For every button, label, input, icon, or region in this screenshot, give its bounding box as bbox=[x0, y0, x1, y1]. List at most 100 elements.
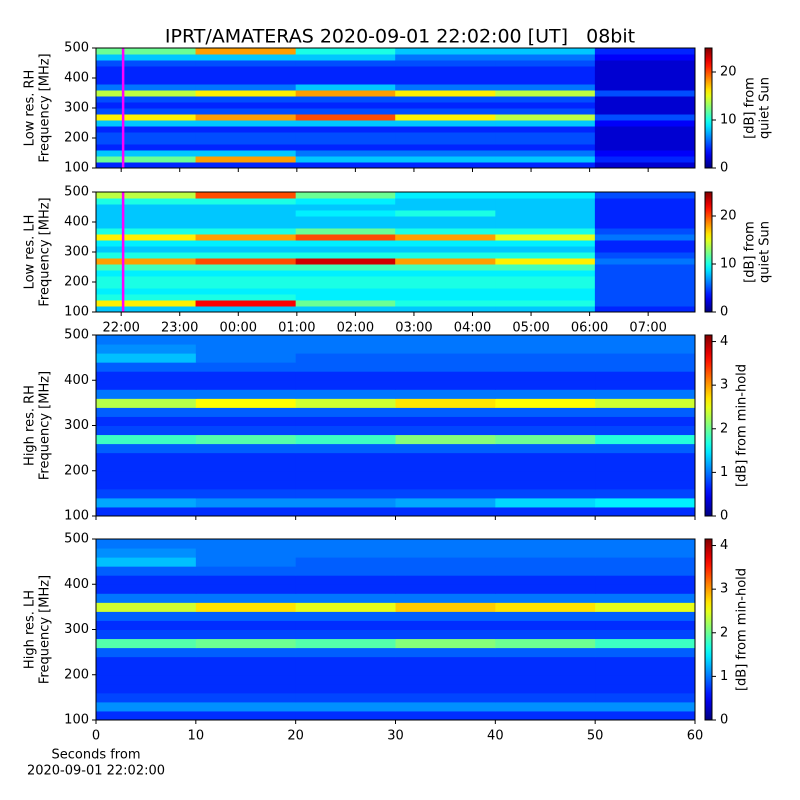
heatmap-cell bbox=[395, 584, 496, 594]
heatmap-cell bbox=[96, 108, 197, 115]
heatmap-cell bbox=[495, 282, 596, 289]
heatmap-cell bbox=[395, 246, 496, 253]
heatmap-cell bbox=[195, 48, 297, 55]
heatmap-cell bbox=[395, 282, 496, 289]
heatmap-cell bbox=[195, 306, 297, 313]
heatmap-cell bbox=[395, 611, 496, 621]
heatmap-cell bbox=[395, 228, 496, 235]
heatmap-cell bbox=[594, 264, 696, 271]
heatmap-cell bbox=[495, 222, 596, 229]
x-axis-label: Seconds from bbox=[51, 748, 140, 763]
heatmap-cell bbox=[495, 665, 596, 676]
heatmap-cell bbox=[395, 216, 496, 223]
heatmap-cell bbox=[195, 240, 297, 247]
heatmap-cell bbox=[96, 120, 197, 127]
heatmap-cell bbox=[594, 108, 696, 115]
x-tick-label: 04:00 bbox=[454, 321, 491, 336]
colorbar-label: [dB] from min-hold bbox=[735, 568, 750, 691]
heatmap-cell bbox=[195, 593, 297, 603]
heatmap-cell bbox=[495, 683, 596, 694]
heatmap-cell bbox=[495, 240, 596, 247]
heatmap-cell bbox=[395, 84, 496, 91]
heatmap-cell bbox=[495, 162, 596, 169]
y-axis-label: Frequency [MHz] bbox=[38, 197, 53, 306]
heatmap-cell bbox=[96, 264, 197, 271]
heatmap-cell bbox=[395, 593, 496, 603]
heatmap-cell bbox=[195, 497, 297, 508]
heatmap-cell bbox=[594, 198, 696, 205]
heatmap-cell bbox=[595, 461, 696, 472]
heatmap-cell bbox=[295, 204, 396, 211]
heatmap-cell bbox=[594, 282, 696, 289]
heatmap-cell bbox=[295, 362, 396, 372]
heatmap-cell bbox=[495, 156, 596, 163]
heatmap-cell bbox=[295, 150, 396, 157]
heatmap-cell bbox=[195, 584, 297, 594]
heatmap-cell bbox=[495, 344, 596, 354]
heatmap-cell bbox=[595, 593, 696, 603]
heatmap-cell bbox=[295, 252, 396, 259]
heatmap-cell bbox=[395, 204, 496, 211]
y-axis-label: Low res. RH bbox=[23, 70, 38, 147]
heatmap-cell bbox=[594, 162, 696, 169]
heatmap-cell bbox=[495, 593, 596, 603]
heatmap-cell bbox=[295, 138, 396, 145]
heatmap-cell bbox=[495, 470, 596, 481]
heatmap-cell bbox=[495, 557, 596, 567]
heatmap-cell bbox=[195, 114, 297, 121]
heatmap-cell bbox=[96, 276, 197, 283]
heatmap-cell bbox=[595, 425, 696, 436]
heatmap-cell bbox=[195, 210, 297, 217]
heatmap-cell bbox=[395, 252, 496, 259]
heatmap-cell bbox=[295, 156, 396, 163]
heatmap-cell bbox=[295, 656, 396, 667]
heatmap-cell bbox=[495, 479, 596, 490]
heatmap-cell bbox=[495, 228, 596, 235]
heatmap-cell bbox=[395, 150, 496, 157]
heatmap-cell bbox=[595, 539, 696, 549]
y-axis-label: Frequency [MHz] bbox=[38, 575, 53, 684]
heatmap-cell bbox=[595, 434, 696, 445]
colorbar-tick-label: 2 bbox=[720, 421, 728, 436]
heatmap-cell bbox=[495, 602, 596, 612]
heatmap-cell bbox=[595, 683, 696, 694]
heatmap-cell bbox=[96, 362, 197, 372]
heatmap-cell bbox=[96, 425, 197, 436]
heatmap-cell bbox=[595, 584, 696, 594]
heatmap-cell bbox=[96, 701, 197, 712]
heatmap-cell bbox=[96, 656, 197, 667]
heatmap-cell bbox=[96, 539, 197, 549]
heatmap-cell bbox=[495, 84, 596, 91]
heatmap-cell bbox=[195, 144, 297, 151]
heatmap-cell bbox=[96, 692, 197, 703]
heatmap-cell bbox=[395, 674, 496, 685]
heatmap-cell bbox=[96, 434, 197, 445]
heatmap-cell bbox=[595, 407, 696, 417]
heatmap-cell bbox=[594, 246, 696, 253]
heatmap-cell bbox=[195, 66, 297, 73]
heatmap-cell bbox=[395, 114, 496, 121]
heatmap-cell bbox=[195, 665, 297, 676]
heatmap-cell bbox=[195, 362, 297, 372]
heatmap-cell bbox=[96, 306, 197, 313]
heatmap-cell bbox=[495, 102, 596, 109]
heatmap-cell bbox=[195, 228, 297, 235]
heatmap-cell bbox=[594, 96, 696, 103]
heatmap-cell bbox=[395, 470, 496, 481]
heatmap-cell bbox=[195, 611, 297, 621]
heatmap-cell bbox=[595, 353, 696, 363]
heatmap-cell bbox=[595, 701, 696, 712]
heatmap-cell bbox=[195, 335, 297, 345]
heatmap-cell bbox=[395, 602, 496, 612]
heatmap-cell bbox=[595, 566, 696, 576]
y-tick-label: 200 bbox=[64, 667, 89, 682]
heatmap-cell bbox=[96, 479, 197, 490]
heatmap-cell bbox=[495, 294, 596, 301]
colorbar-tick-label: 0 bbox=[720, 509, 728, 524]
heatmap-cell bbox=[96, 78, 197, 85]
heatmap-cell bbox=[295, 90, 396, 97]
heatmap-cell bbox=[195, 371, 297, 381]
heatmap-cell bbox=[195, 701, 297, 712]
heatmap-cell bbox=[96, 548, 197, 558]
heatmap-cell bbox=[195, 674, 297, 685]
